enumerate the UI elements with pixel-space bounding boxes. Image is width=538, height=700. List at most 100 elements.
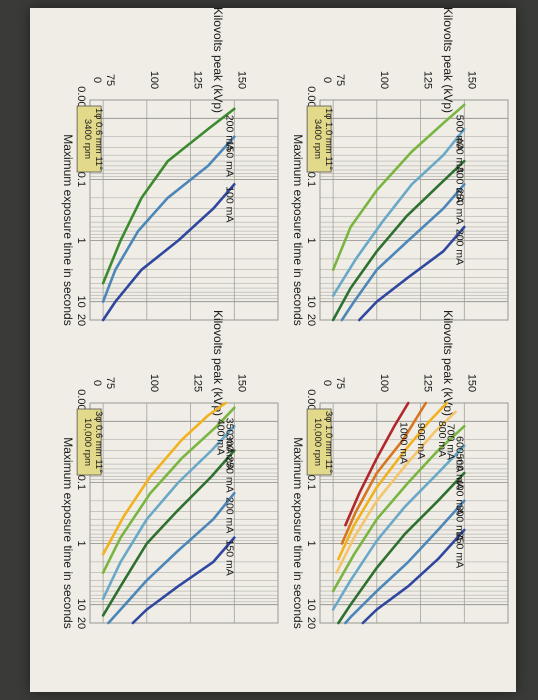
x-tick-label: 0.1	[305, 475, 317, 490]
settings-box	[306, 105, 332, 173]
series-label: 500 mA	[453, 454, 465, 490]
y-tick-label: 125	[422, 374, 434, 392]
series-line	[337, 471, 466, 625]
x-tick-label: 0.1	[75, 172, 87, 187]
series-line	[101, 107, 236, 285]
y-tick-label: 75	[104, 377, 116, 389]
settings-box-line: 3400 rpm	[82, 119, 93, 159]
y-tick-label: 150	[235, 374, 247, 392]
plot-frame	[319, 402, 509, 624]
x-tick-label: 1	[75, 237, 87, 243]
series-label: 300 mA	[453, 167, 465, 203]
series-line	[107, 491, 236, 625]
x-tick-label: 10	[305, 295, 317, 307]
x-tick-label: 1	[75, 540, 87, 546]
x-tick-label: 0.1	[75, 475, 87, 490]
series-line	[361, 528, 466, 625]
series-label: 900 mA	[415, 423, 427, 459]
series-label: 200 mA	[223, 497, 235, 533]
y-axis-title: Kilovolts peak (kVp)	[211, 8, 225, 113]
series-line	[337, 401, 449, 561]
series-label: 300 mA	[453, 505, 465, 541]
series-label: 500 mA	[453, 115, 465, 151]
x-tick-label: 20	[305, 314, 317, 326]
series-label: 250 mA	[223, 456, 235, 492]
y-tick-label: 100	[148, 71, 160, 89]
y-tick-label: 75	[104, 74, 116, 86]
series-label: 1000 mA	[397, 422, 409, 464]
series-label: 400 mA	[453, 479, 465, 515]
y-axis-title: Kilovolts peak (kVp)	[211, 310, 225, 416]
y-tick-label: 0	[91, 380, 103, 386]
x-axis-title: Maximum exposure time in seconds	[61, 437, 75, 628]
series-label: 200 mA	[453, 229, 465, 265]
y-tick-label: 125	[192, 71, 204, 89]
series-label: 400 mA	[215, 419, 227, 455]
settings-box-line: 10,000 rpm	[312, 418, 323, 466]
settings-box-line: 10,000 rpm	[82, 418, 93, 466]
series-label: 250 mA	[453, 532, 465, 568]
series-label: 250 mA	[453, 188, 465, 224]
series-line	[340, 401, 428, 545]
series-line	[331, 444, 466, 611]
series-label: 100 mA	[223, 186, 235, 222]
y-tick-label: 0	[91, 77, 103, 83]
series-label: 700 mA	[445, 424, 457, 460]
y-tick-label: 150	[235, 71, 247, 89]
x-tick-label: 10	[75, 295, 87, 307]
x-axis-title: Maximum exposure time in seconds	[291, 437, 305, 628]
series-label: 800 mA	[436, 421, 448, 457]
settings-box	[76, 105, 102, 173]
series-label: 600 mA	[453, 436, 465, 472]
settings-box-line: 1φ 0.6 mm 11°	[93, 108, 104, 170]
y-tick-label: 100	[378, 71, 390, 89]
y-tick-label: 75	[334, 377, 346, 389]
y-tick-label: 100	[148, 374, 160, 392]
x-tick-label: 10	[305, 598, 317, 610]
settings-box	[76, 408, 102, 476]
settings-box-line: 1φ 1.0 mm 11°	[323, 108, 334, 170]
series-line	[335, 410, 457, 574]
x-tick-label: 1	[305, 540, 317, 546]
y-tick-label: 125	[192, 374, 204, 392]
series-line	[131, 536, 236, 625]
series-line	[331, 103, 466, 271]
y-tick-label: 0	[321, 380, 333, 386]
series-line	[331, 159, 466, 322]
series-line	[331, 424, 466, 593]
series-line	[101, 449, 236, 617]
series-line	[101, 406, 236, 574]
series-line	[344, 401, 410, 527]
series-line	[101, 401, 227, 556]
x-axis-title: Maximum exposure time in seconds	[61, 134, 75, 325]
series-line	[101, 135, 236, 303]
y-axis-title: Kilovolts peak (kVp)	[441, 310, 455, 416]
series-line	[101, 424, 236, 600]
y-axis-title: Kilovolts peak (kVp)	[441, 8, 455, 113]
y-tick-label: 150	[465, 71, 477, 89]
x-tick-label: 10	[75, 598, 87, 610]
settings-box-line: 3400 rpm	[312, 119, 323, 159]
x-tick-label: 20	[305, 617, 317, 629]
series-line	[358, 225, 466, 322]
series-line	[344, 499, 466, 625]
y-tick-label: 100	[378, 374, 390, 392]
series-label: 350 mA	[223, 418, 235, 454]
x-tick-label: 20	[75, 314, 87, 326]
x-tick-label: 0.1	[305, 172, 317, 187]
series-label: 300 mA	[223, 434, 235, 470]
x-tick-label: 20	[75, 617, 87, 629]
series-label: 150 mA	[223, 141, 235, 177]
series-label: 200 mA	[223, 115, 235, 151]
settings-box-line: 3φ 0.6 mm 11°	[93, 411, 104, 473]
settings-box-line: 3φ 1.0 mm 11°	[323, 411, 334, 473]
